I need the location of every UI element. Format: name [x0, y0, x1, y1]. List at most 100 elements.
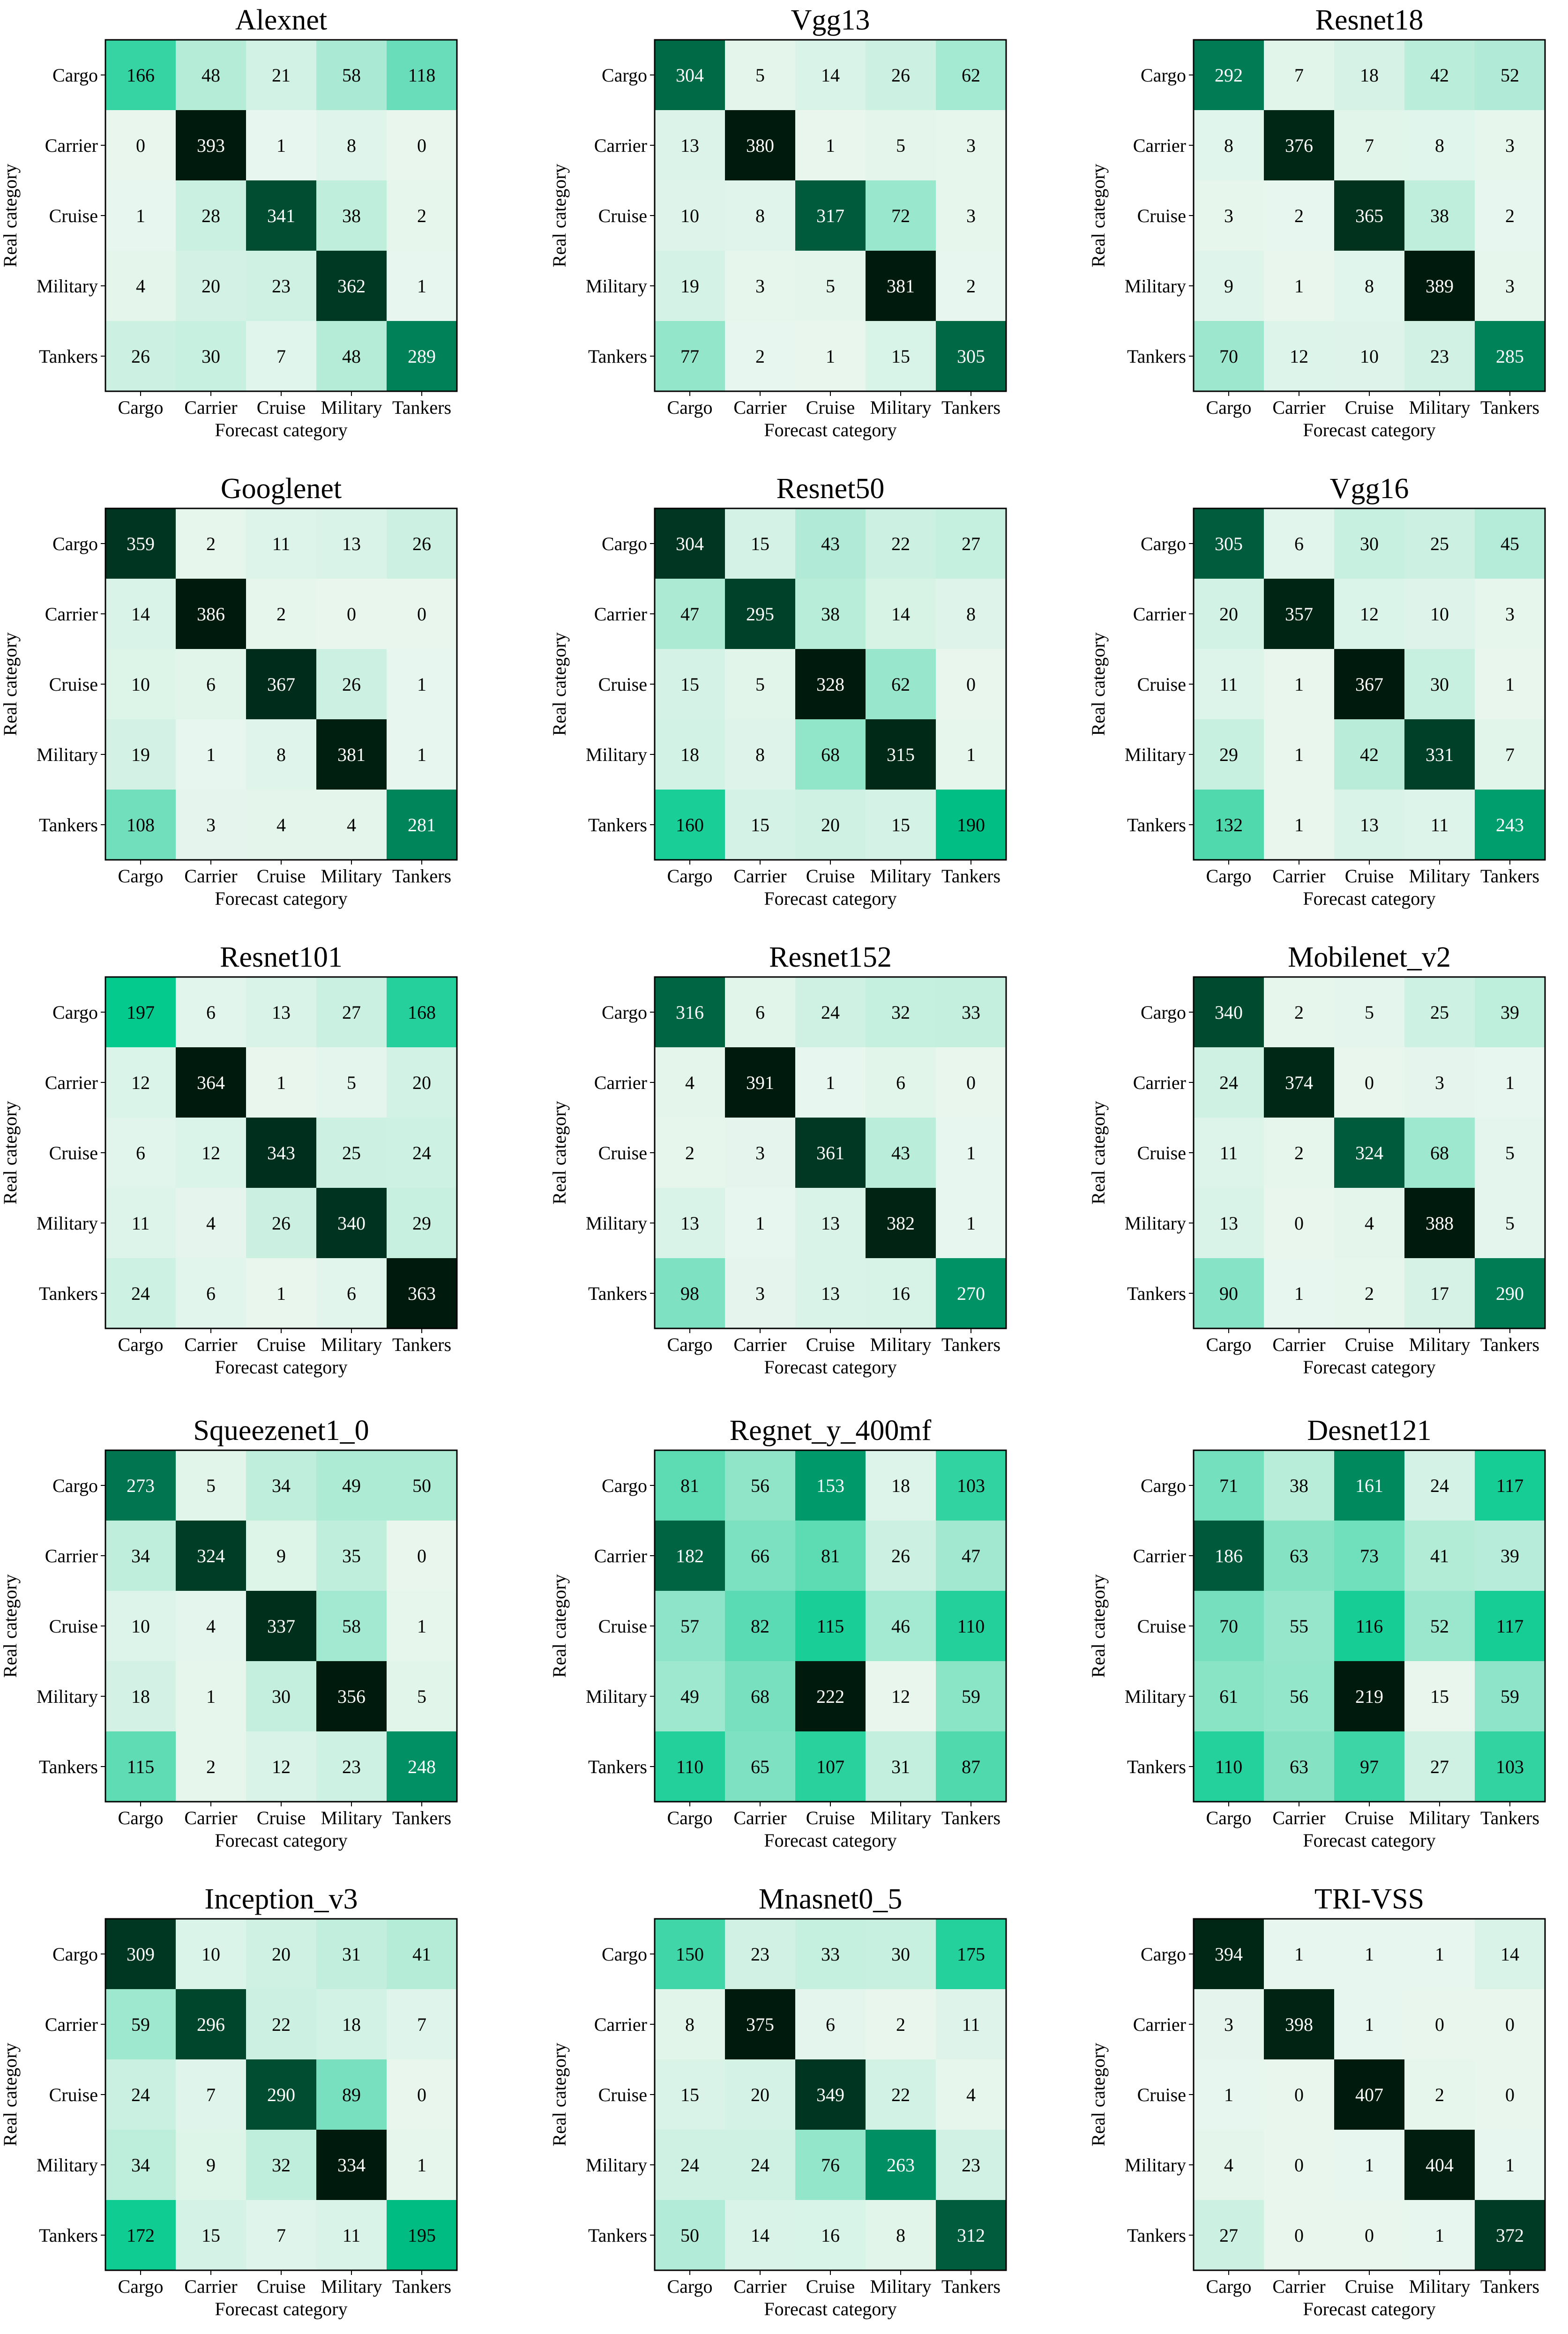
cell-value-label: 2	[1294, 1142, 1304, 1163]
heatmap-cell	[866, 977, 936, 1047]
cell-value-label: 108	[127, 814, 155, 835]
cell-value-label: 48	[202, 65, 220, 86]
heatmap-cell	[1404, 1731, 1475, 1802]
cell-value-label: 3	[1435, 1072, 1444, 1093]
y-tick-label: Cargo	[52, 1944, 98, 1965]
heatmap-cell	[795, 508, 866, 579]
chart-title: TRI-VSS	[1314, 1883, 1424, 1915]
heatmap-cell	[936, 719, 1006, 790]
cell-value-label: 32	[891, 1002, 910, 1023]
cell-value-label: 110	[1215, 1756, 1243, 1777]
cell-value-label: 290	[1496, 1283, 1524, 1304]
heatmap-cell	[1194, 1731, 1264, 1802]
cell-value-label: 4	[685, 1072, 694, 1093]
cell-value-label: 71	[1219, 1475, 1238, 1496]
heatmap-cell	[1264, 1661, 1334, 1731]
cell-value-label: 58	[342, 65, 361, 86]
heatmap-cell	[387, 1731, 457, 1802]
heatmap-cell	[866, 2200, 936, 2270]
heatmap-cell	[1264, 719, 1334, 790]
heatmap-cell	[936, 1521, 1006, 1591]
confusion-matrix-panel: Mnasnet0_5 150 23 33 30 175 8 375 6 2 11 15 20 349 22 4…	[549, 1883, 1007, 2319]
heatmap-cell	[1194, 1989, 1264, 2059]
heatmap-cell	[1475, 1258, 1545, 1328]
cell-value-label: 90	[1219, 1283, 1238, 1304]
heatmap-cell	[105, 1188, 176, 1258]
x-tick-label: Carrier	[1272, 865, 1325, 887]
heatmap-cell	[316, 1731, 387, 1802]
cell-value-label: 309	[127, 1944, 155, 1965]
heatmap-cell	[725, 508, 795, 579]
heatmap-cell	[1475, 579, 1545, 649]
cell-value-label: 52	[1430, 1616, 1449, 1637]
heatmap-cell	[176, 1450, 246, 1521]
heatmap-cell	[246, 1521, 316, 1591]
heatmap-cell	[316, 790, 387, 860]
heatmap-cell	[655, 2200, 725, 2270]
heatmap-cell	[1194, 321, 1264, 391]
cell-value-label: 6	[896, 1072, 905, 1093]
heatmap-cell	[866, 1731, 936, 1802]
heatmap-cell	[176, 1258, 246, 1328]
heatmap-cell	[936, 321, 1006, 391]
y-axis-label: Real category	[1088, 633, 1109, 736]
heatmap-cell	[795, 2059, 866, 2130]
heatmap-cell	[316, 1661, 387, 1731]
chart-title: Mnasnet0_5	[759, 1883, 903, 1915]
cell-value-label: 388	[1426, 1213, 1454, 1234]
heatmap-cell	[1334, 1591, 1404, 1661]
cell-value-label: 1	[826, 1072, 835, 1093]
x-tick-label: Carrier	[184, 1334, 237, 1355]
cell-value-label: 81	[680, 1475, 699, 1496]
cell-value-label: 43	[891, 1142, 910, 1163]
cell-value-label: 8	[896, 2225, 905, 2246]
x-tick-label: Carrier	[184, 397, 237, 418]
cell-value-label: 8	[276, 744, 286, 765]
heatmap-cell	[655, 1258, 725, 1328]
heatmap-cell	[725, 2059, 795, 2130]
y-tick-label: Military	[37, 1686, 98, 1707]
heatmap-cell	[1404, 1118, 1475, 1188]
x-tick-label: Tankers	[1480, 397, 1539, 418]
y-tick-label: Cruise	[1137, 205, 1186, 226]
x-tick-label: Tankers	[941, 865, 1001, 887]
heatmap-cell	[246, 1591, 316, 1661]
heatmap-cell	[316, 1591, 387, 1661]
heatmap-cell	[655, 180, 725, 251]
cell-value-label: 115	[127, 1756, 155, 1777]
x-tick-label: Carrier	[184, 2276, 237, 2297]
x-tick-label: Military	[321, 1334, 382, 1355]
cell-value-label: 381	[337, 744, 366, 765]
y-tick-label: Tankers	[1127, 814, 1186, 835]
heatmap-cell	[655, 1919, 725, 1989]
y-tick-label: Cargo	[52, 533, 98, 554]
heatmap-cell	[1404, 1047, 1475, 1118]
heatmap-cell	[1475, 40, 1545, 110]
x-tick-label: Cruise	[1345, 1334, 1394, 1355]
y-tick-label: Military	[586, 1213, 647, 1234]
heatmap-cell	[316, 1258, 387, 1328]
heatmap-cell	[1194, 1118, 1264, 1188]
cell-value-label: 52	[1501, 65, 1519, 86]
cell-value-label: 57	[680, 1616, 699, 1637]
cell-value-label: 1	[1294, 744, 1304, 765]
cell-value-label: 20	[412, 1072, 431, 1093]
heatmap-cell	[795, 110, 866, 180]
y-tick-label: Military	[37, 744, 98, 765]
cell-value-label: 30	[272, 1686, 291, 1707]
cell-value-label: 359	[127, 533, 155, 554]
heatmap-cell	[1475, 649, 1545, 719]
heatmap-cell	[1264, 2059, 1334, 2130]
cell-value-label: 0	[347, 604, 356, 625]
cell-value-label: 3	[1505, 276, 1515, 297]
heatmap-cell	[1194, 2130, 1264, 2200]
y-tick-label: Tankers	[1127, 2225, 1186, 2246]
cell-value-label: 89	[342, 2084, 361, 2105]
cell-value-label: 11	[1431, 814, 1449, 835]
cell-value-label: 70	[1219, 1616, 1238, 1637]
heatmap-cell	[725, 1450, 795, 1521]
